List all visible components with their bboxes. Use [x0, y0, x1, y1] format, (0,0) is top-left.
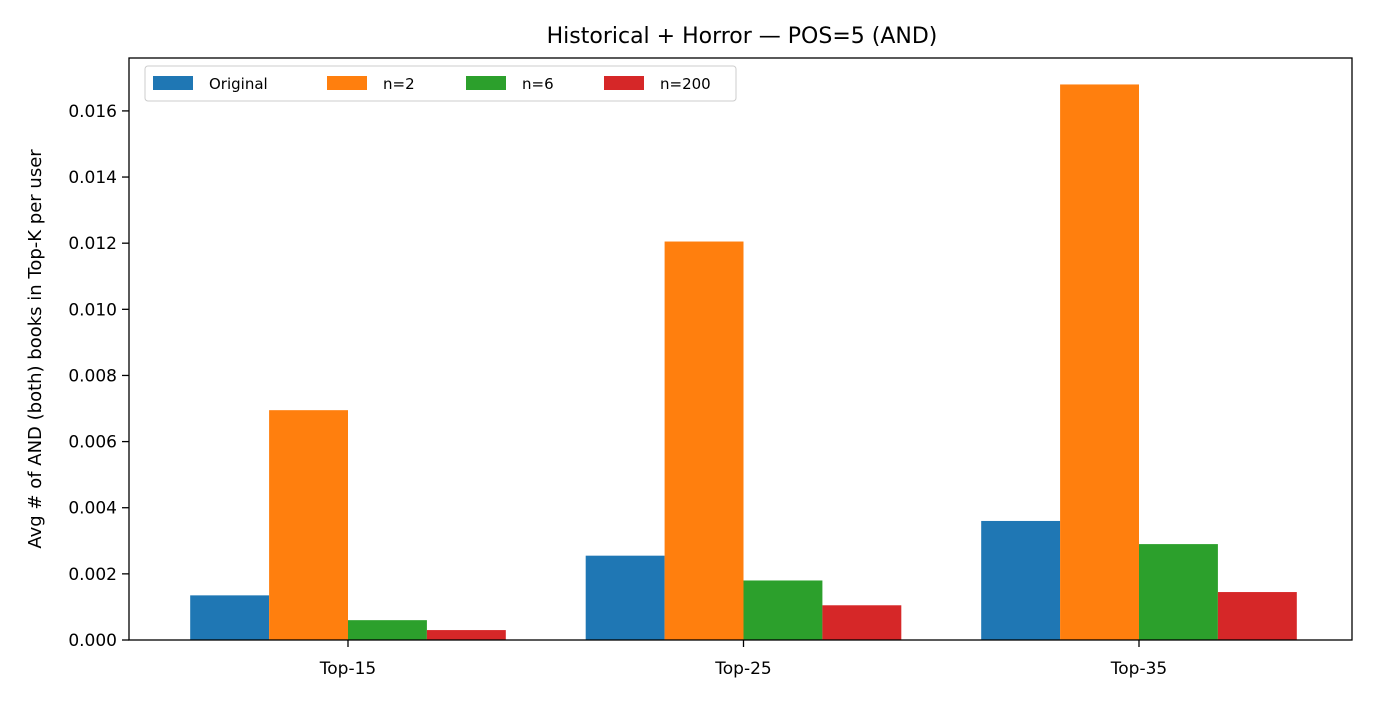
legend-box [144, 65, 737, 102]
y-tick-label: 0.004 [68, 499, 117, 519]
y-tick-label: 0.016 [68, 102, 117, 122]
x-tick-label: Top-25 [714, 659, 771, 679]
chart-title: Historical + Horror — POS=5 (AND) [547, 24, 938, 49]
y-tick-label: 0.000 [68, 631, 117, 651]
bar-original-top-35 [981, 520, 1061, 640]
bar-n-2-top-25 [664, 241, 744, 640]
bar-n-6-top-25 [743, 580, 823, 640]
legend-label: Original [209, 75, 268, 93]
y-tick-label: 0.008 [68, 366, 117, 386]
bar-n-200-top-35 [1217, 592, 1297, 640]
bar-original-top-15 [190, 595, 270, 640]
bar-n-6-top-35 [1139, 544, 1218, 640]
y-tick-label: 0.014 [68, 168, 117, 188]
x-tick-label: Top-15 [319, 659, 376, 679]
bars-group [190, 84, 1297, 641]
y-tick-label: 0.012 [68, 234, 117, 254]
bar-n-2-top-15 [269, 410, 348, 640]
legend-swatch [466, 76, 506, 90]
x-tick-label: Top-35 [1110, 659, 1167, 679]
legend-label: n=200 [660, 75, 711, 93]
legend: Original n=2 n=6 n=200 [144, 65, 737, 102]
bar-n-200-top-25 [822, 605, 902, 640]
y-tick-label: 0.010 [68, 300, 117, 320]
bar-n-2-top-35 [1060, 84, 1139, 641]
legend-label: n=6 [522, 75, 554, 93]
y-tick-label: 0.006 [68, 433, 117, 453]
legend-swatch [153, 76, 193, 90]
y-axis: 0.000 0.002 0.004 0.006 0.008 0.010 0.012 0.014… [68, 102, 129, 651]
bar-original-top-25 [585, 555, 665, 640]
legend-swatch [604, 76, 644, 90]
bar-n-200-top-15 [426, 630, 506, 640]
y-axis-label: Avg # of AND (both) books in Top-K per u… [25, 149, 46, 549]
bar-n-6-top-15 [348, 620, 427, 640]
legend-label: n=2 [383, 75, 415, 93]
legend-swatch [327, 76, 367, 90]
y-tick-label: 0.002 [68, 565, 117, 585]
plot-frame [128, 57, 1353, 641]
x-axis: Top-15 Top-25 Top-35 [319, 640, 1167, 679]
